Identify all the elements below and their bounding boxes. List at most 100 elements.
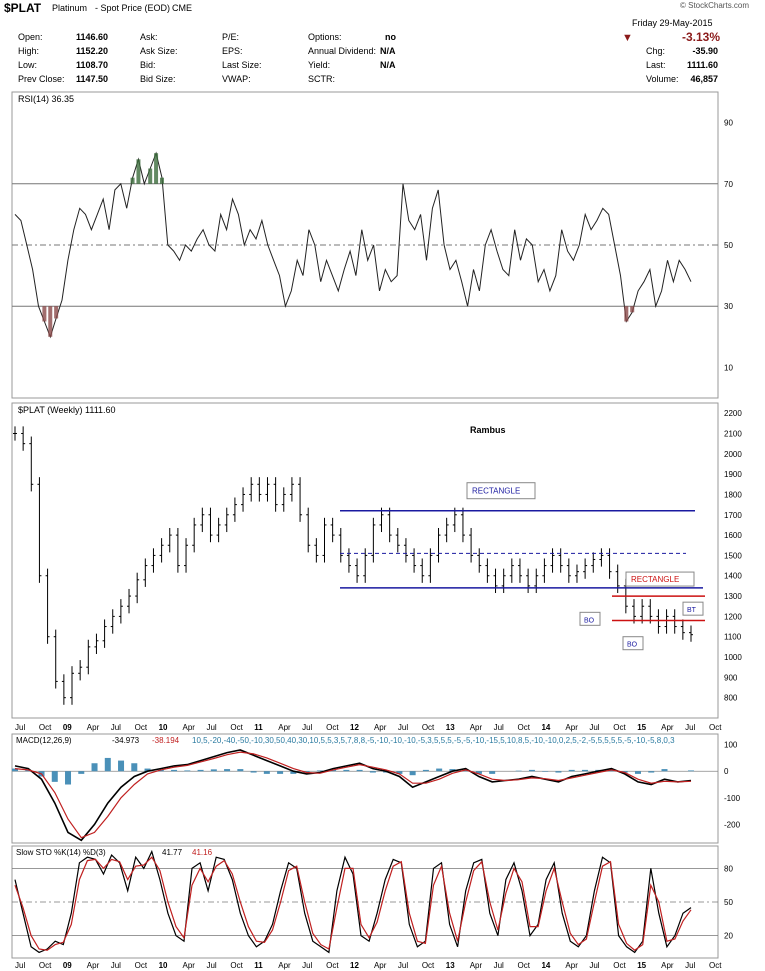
ask-label: Ask: (140, 32, 158, 42)
price-x-tick-label: Apr (565, 723, 578, 732)
price-tick-label: 1000 (724, 653, 742, 662)
price-tick-label: 1200 (724, 612, 742, 621)
stochastic-tick-label: 80 (724, 864, 733, 873)
breakout-callout-1-box (579, 611, 601, 626)
macd-histogram-bar (157, 769, 164, 772)
price-x-tick-label: Jul (111, 723, 121, 732)
macd-histogram-bar (436, 768, 443, 772)
macd-line (14, 749, 692, 842)
bottom-x-tick-label: Apr (183, 961, 196, 970)
price-x-tick-label: 15 (637, 723, 646, 732)
down-triangle-icon: ▼ (622, 32, 633, 44)
stochastic-k-line (14, 849, 692, 954)
macd-histogram-bar (343, 769, 350, 772)
macd-histogram-bar (396, 771, 403, 774)
price-tick-label: 1900 (724, 470, 742, 479)
macd-hist-value: 10,5,-20,-40,-50,-10,30,50,40,30,10,5,5,… (192, 736, 675, 745)
eps-label: EPS: (222, 46, 243, 56)
low-value: 1108.70 (75, 60, 108, 70)
macd-histogram-bar (621, 771, 628, 773)
last-value: 1111.60 (686, 60, 718, 70)
rsi-overbought-fill (130, 177, 135, 184)
bottom-x-tick-label: Jul (685, 961, 695, 970)
rsi-oversold-fill (48, 306, 53, 337)
rsi-overbought-fill (148, 168, 153, 184)
price-x-tick-label: Oct (613, 723, 626, 732)
macd-tick-label: -200 (724, 820, 741, 829)
bottom-x-tick-label: Jul (398, 961, 408, 970)
bottom-x-tick-label: Apr (278, 961, 291, 970)
rsi-title: RSI(14) 36.35 (18, 94, 74, 104)
price-tick-label: 1800 (724, 490, 742, 499)
macd-histogram-bar (277, 771, 284, 774)
bottom-x-tick-label: 10 (159, 961, 168, 970)
rsi-oversold-fill (42, 306, 47, 322)
macd-histogram-bar (184, 770, 191, 772)
macd-histogram-bar (51, 771, 58, 782)
price-x-tick-label: Oct (709, 723, 722, 732)
macd-histogram-bar (171, 769, 178, 772)
price-tick-label: 1600 (724, 531, 742, 540)
vwap-label: VWAP: (222, 74, 251, 84)
quote-date: Friday 29-May-2015 (632, 18, 713, 28)
bottom-x-tick-label: Oct (39, 961, 52, 970)
macd-histogram-bar (581, 769, 588, 772)
bottom-x-tick-label: Apr (565, 961, 578, 970)
ask-size-label: Ask Size: (140, 46, 178, 56)
sctr-label: SCTR: (308, 74, 335, 84)
breakout-callout-2-box (622, 636, 644, 651)
open-label: Open: (18, 32, 43, 42)
prev-close-value: 1147.50 (75, 74, 108, 84)
macd-histogram-bar (316, 770, 323, 772)
price-tick-label: 1300 (724, 592, 742, 601)
macd-value: -34.973 (112, 736, 140, 745)
bid-size-label: Bid Size: (140, 74, 176, 84)
options-value: no (385, 32, 396, 42)
price-x-tick-label: Apr (661, 723, 674, 732)
bottom-x-tick-label: Apr (470, 961, 483, 970)
macd-histogram-bar (78, 771, 85, 774)
macd-panel (11, 733, 719, 844)
macd-histogram-bar (237, 769, 244, 772)
macd-histogram-bar (422, 769, 429, 772)
dividend-label: Annual Dividend: (308, 46, 377, 56)
macd-histogram-bar (224, 769, 231, 772)
red-rectangle-callout-box (625, 571, 695, 587)
macd-histogram-bar (489, 771, 496, 774)
bottom-x-tick-label: Jul (494, 961, 504, 970)
price-tick-label: 2000 (724, 450, 742, 459)
price-x-tick-label: Jul (206, 723, 216, 732)
stochastic-k-value: 41.77 (162, 848, 183, 857)
macd-histogram-bar (263, 771, 270, 774)
macd-histogram-bar (528, 769, 535, 772)
macd-histogram-bar (25, 769, 32, 772)
prev-close-label: Prev Close: (18, 74, 65, 84)
rsi-oversold-fill (624, 306, 629, 322)
rectangle-callout-label: RECTANGLE (472, 487, 520, 496)
price-x-tick-label: Oct (230, 723, 243, 732)
stochastic-tick-label: 20 (724, 932, 733, 941)
price-x-tick-label: Jul (15, 723, 25, 732)
macd-histogram-bar (330, 769, 337, 772)
macd-signal-value: -38.194 (152, 736, 180, 745)
rsi-oversold-fill (630, 306, 635, 313)
macd-tick-label: -100 (724, 794, 741, 803)
macd-signal-line (14, 751, 692, 839)
macd-histogram-bar (555, 771, 562, 773)
bottom-x-tick-label: Jul (206, 961, 216, 970)
bottom-x-tick-label: Apr (87, 961, 100, 970)
stochastic-d-value: 41.16 (192, 848, 213, 857)
macd-histogram-bar (104, 757, 111, 772)
price-tick-label: 800 (724, 694, 738, 703)
rectangle-callout-box (466, 482, 536, 500)
macd-histogram-bar (462, 769, 469, 772)
rsi-tick-label: 30 (724, 302, 733, 311)
macd-tick-label: 0 (724, 767, 729, 776)
price-x-tick-label: Apr (470, 723, 483, 732)
price-x-tick-label: 11 (254, 723, 263, 732)
price-x-tick-label: Oct (326, 723, 339, 732)
rsi-oversold-fill (54, 306, 59, 319)
price-x-tick-label: 13 (446, 723, 455, 732)
open-value: 1146.60 (75, 32, 108, 42)
price-title: $PLAT (Weekly) 1111.60 (18, 405, 116, 415)
